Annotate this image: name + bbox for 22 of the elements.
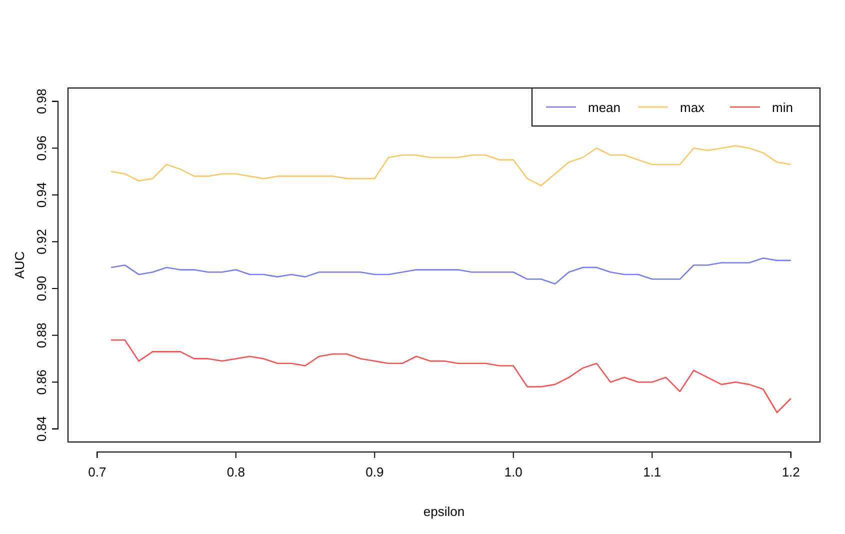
y-tick-label: 0.96 xyxy=(34,135,49,161)
legend-label: min xyxy=(772,100,793,115)
y-tick-label: 0.94 xyxy=(34,182,49,208)
y-tick-label: 0.92 xyxy=(34,229,49,254)
x-tick-label: 0.8 xyxy=(226,464,245,480)
x-tick-label: 1.1 xyxy=(643,464,662,480)
y-axis-title: AUC xyxy=(12,251,27,279)
y-tick-label: 0.98 xyxy=(34,88,49,114)
x-tick-label: 0.7 xyxy=(88,464,106,480)
y-tick-label: 0.84 xyxy=(34,416,49,442)
line-series xyxy=(110,339,792,414)
line-series xyxy=(110,257,792,284)
y-tick-label: 0.88 xyxy=(34,322,49,348)
y-tick-label: 0.90 xyxy=(34,276,49,302)
y-tick-label: 0.86 xyxy=(34,369,49,395)
line-series xyxy=(110,145,792,186)
x-axis-title: epsilon xyxy=(423,504,465,519)
x-tick-label: 0.9 xyxy=(366,464,384,480)
legend-label: mean xyxy=(588,100,621,115)
legend-label: max xyxy=(680,100,706,115)
x-tick-label: 1.0 xyxy=(504,464,522,480)
x-tick-label: 1.2 xyxy=(782,464,800,480)
